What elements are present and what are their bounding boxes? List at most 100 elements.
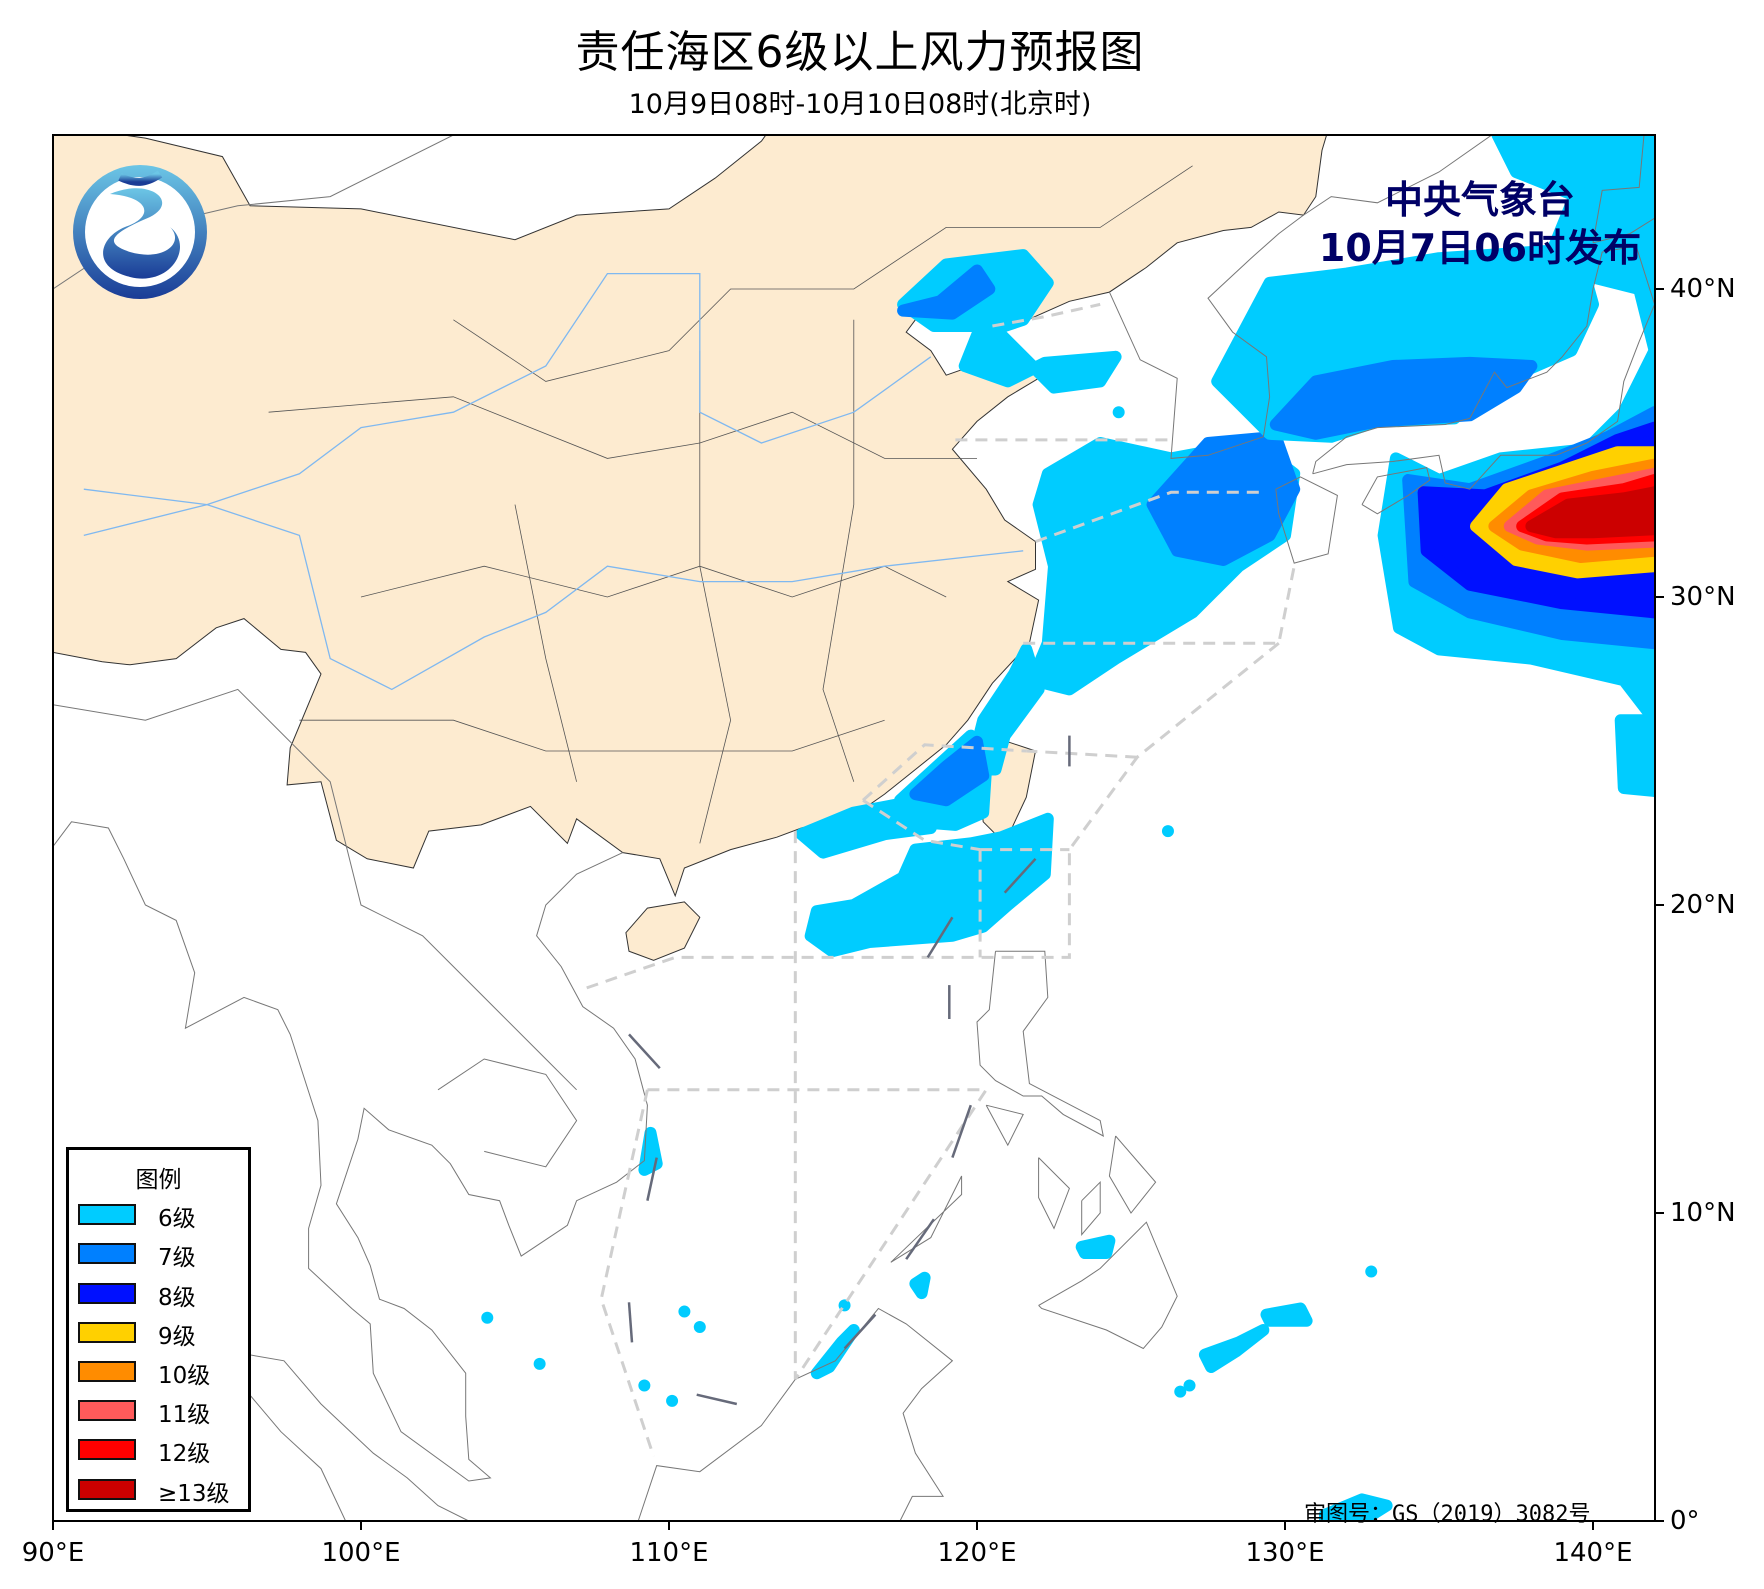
map-approval-number: 审图号：GS（2019）3082号 bbox=[1304, 1502, 1591, 1527]
x-tick-label: 100°E bbox=[321, 1538, 401, 1568]
axis-ticks bbox=[52, 288, 1664, 1530]
legend-swatch bbox=[78, 1400, 136, 1421]
sea-area-boundary bbox=[992, 302, 1101, 328]
wind-area-level-6 bbox=[1260, 1302, 1313, 1327]
coastline bbox=[985, 1104, 1024, 1147]
sea-area-boundary bbox=[585, 642, 1280, 990]
province-boundary bbox=[299, 719, 885, 752]
legend-swatch bbox=[78, 1439, 136, 1460]
nine-dash-line-segment bbox=[926, 916, 954, 959]
wind-area-level-6 bbox=[1365, 1265, 1378, 1278]
cma-logo-icon bbox=[73, 165, 207, 299]
wind-area-level-6 bbox=[666, 1394, 679, 1407]
y-tick-label: 0° bbox=[1670, 1506, 1700, 1536]
legend-label: ≥13级 bbox=[158, 1481, 230, 1507]
river bbox=[83, 272, 932, 537]
coastline bbox=[976, 950, 1105, 1137]
coastline bbox=[890, 1175, 963, 1263]
sea-area-boundary bbox=[1034, 490, 1261, 544]
legend-swatch bbox=[78, 1361, 136, 1382]
province-boundary bbox=[453, 165, 1193, 382]
land-layer bbox=[53, 135, 1328, 961]
y-tick-label: 10°N bbox=[1670, 1198, 1736, 1228]
nine-dash-line-segment bbox=[905, 1218, 935, 1260]
province-boundary bbox=[514, 504, 577, 782]
coastline bbox=[1312, 245, 1655, 490]
wind-area-level-6 bbox=[1614, 714, 1655, 797]
x-tick-label: 90°E bbox=[21, 1538, 85, 1568]
sea-area-boundary bbox=[647, 1088, 989, 1381]
hainan-island bbox=[625, 901, 701, 961]
coastline bbox=[1108, 1135, 1157, 1214]
nine-dash-line-segment bbox=[627, 1302, 634, 1343]
legend-swatch bbox=[78, 1204, 136, 1225]
legend: 图例 6级 7级 8级 9级 10级 11级 12级 ≥13级 bbox=[66, 1147, 251, 1512]
coastline bbox=[1592, 135, 1655, 244]
coastline bbox=[1081, 1180, 1101, 1236]
sea-area-boundary bbox=[599, 1089, 656, 1457]
coastline-layer bbox=[53, 135, 1655, 1521]
wind-area-level-7 bbox=[897, 264, 996, 320]
wind-area-level-6 bbox=[804, 812, 1054, 958]
legend-label: 9级 bbox=[158, 1324, 196, 1350]
wind-area-level-7 bbox=[1269, 356, 1538, 440]
legend-swatch bbox=[78, 1322, 136, 1343]
sea-area-boundary bbox=[861, 743, 1027, 802]
legend-swatch bbox=[78, 1479, 136, 1500]
x-tick-label: 110°E bbox=[629, 1538, 709, 1568]
wind-area-level-6 bbox=[795, 797, 937, 859]
x-tick-label: 120°E bbox=[937, 1538, 1017, 1568]
wind-area-level-6 bbox=[1174, 1385, 1187, 1398]
wind-area-level-6 bbox=[1198, 1324, 1270, 1373]
legend-label: 8级 bbox=[158, 1285, 196, 1311]
y-tick-label: 20°N bbox=[1670, 890, 1736, 920]
wind-area-level-6 bbox=[1112, 406, 1125, 419]
nine-dash-line-segment bbox=[628, 1033, 661, 1070]
wind-area-level-6 bbox=[909, 1271, 931, 1300]
coastline bbox=[437, 1058, 578, 1168]
nine-dash-line-segment bbox=[646, 1157, 658, 1201]
forecast-period: 10月9日08时-10月10日08时(北京时) bbox=[628, 89, 1092, 120]
legend-label: 12级 bbox=[158, 1441, 211, 1467]
sea-area-boundary bbox=[1023, 565, 1296, 645]
coastline bbox=[53, 688, 577, 1091]
issuing-agency: 中央气象台 10月7日06时发布 bbox=[1319, 176, 1641, 272]
coastline bbox=[53, 821, 648, 1482]
legend-label: 6级 bbox=[158, 1206, 196, 1232]
legend-swatch bbox=[78, 1243, 136, 1264]
wind-area-level-7 bbox=[909, 735, 990, 807]
sea-area-boundaries bbox=[585, 302, 1296, 1457]
wind-area-level-6 bbox=[693, 1320, 706, 1333]
wind-area-level-6 bbox=[481, 1311, 494, 1324]
x-tick-label: 130°E bbox=[1245, 1538, 1325, 1568]
x-tick-label: 140°E bbox=[1553, 1538, 1633, 1568]
wind-area-level-6 bbox=[678, 1305, 691, 1318]
wind-area-level-6 bbox=[1183, 1379, 1196, 1392]
wind-area-level-6 bbox=[638, 1379, 651, 1392]
coastline bbox=[637, 1307, 954, 1521]
issue-time: 10月7日06时发布 bbox=[1318, 226, 1642, 270]
nine-dash-line-segment bbox=[696, 1393, 738, 1406]
legend-swatch bbox=[78, 1283, 136, 1304]
wind-area-level-6 bbox=[964, 643, 1045, 776]
wind-area-level-6 bbox=[810, 1324, 860, 1380]
agency-name: 中央气象台 bbox=[1384, 178, 1575, 222]
nine-dash-line-segment bbox=[1003, 857, 1037, 894]
province-boundary bbox=[699, 350, 732, 844]
wind-area-level-6 bbox=[1075, 1234, 1116, 1259]
legend-title: 图例 bbox=[135, 1167, 182, 1193]
coastline bbox=[1361, 467, 1431, 515]
wind-areas-layer bbox=[481, 135, 1655, 1521]
legend-label: 11级 bbox=[158, 1402, 211, 1428]
coastline bbox=[1275, 476, 1338, 564]
map-title: 责任海区6级以上风力预报图 bbox=[575, 27, 1145, 78]
china-land bbox=[53, 135, 1328, 898]
coastline bbox=[213, 1348, 470, 1521]
wind-area-level-6 bbox=[638, 1126, 663, 1176]
map-frame bbox=[52, 134, 1656, 1522]
sea-area-boundary bbox=[862, 799, 981, 852]
nine-dash-line-segment bbox=[951, 1104, 972, 1159]
wind-area-level-6 bbox=[1319, 1493, 1393, 1521]
coastline bbox=[1038, 1157, 1070, 1230]
